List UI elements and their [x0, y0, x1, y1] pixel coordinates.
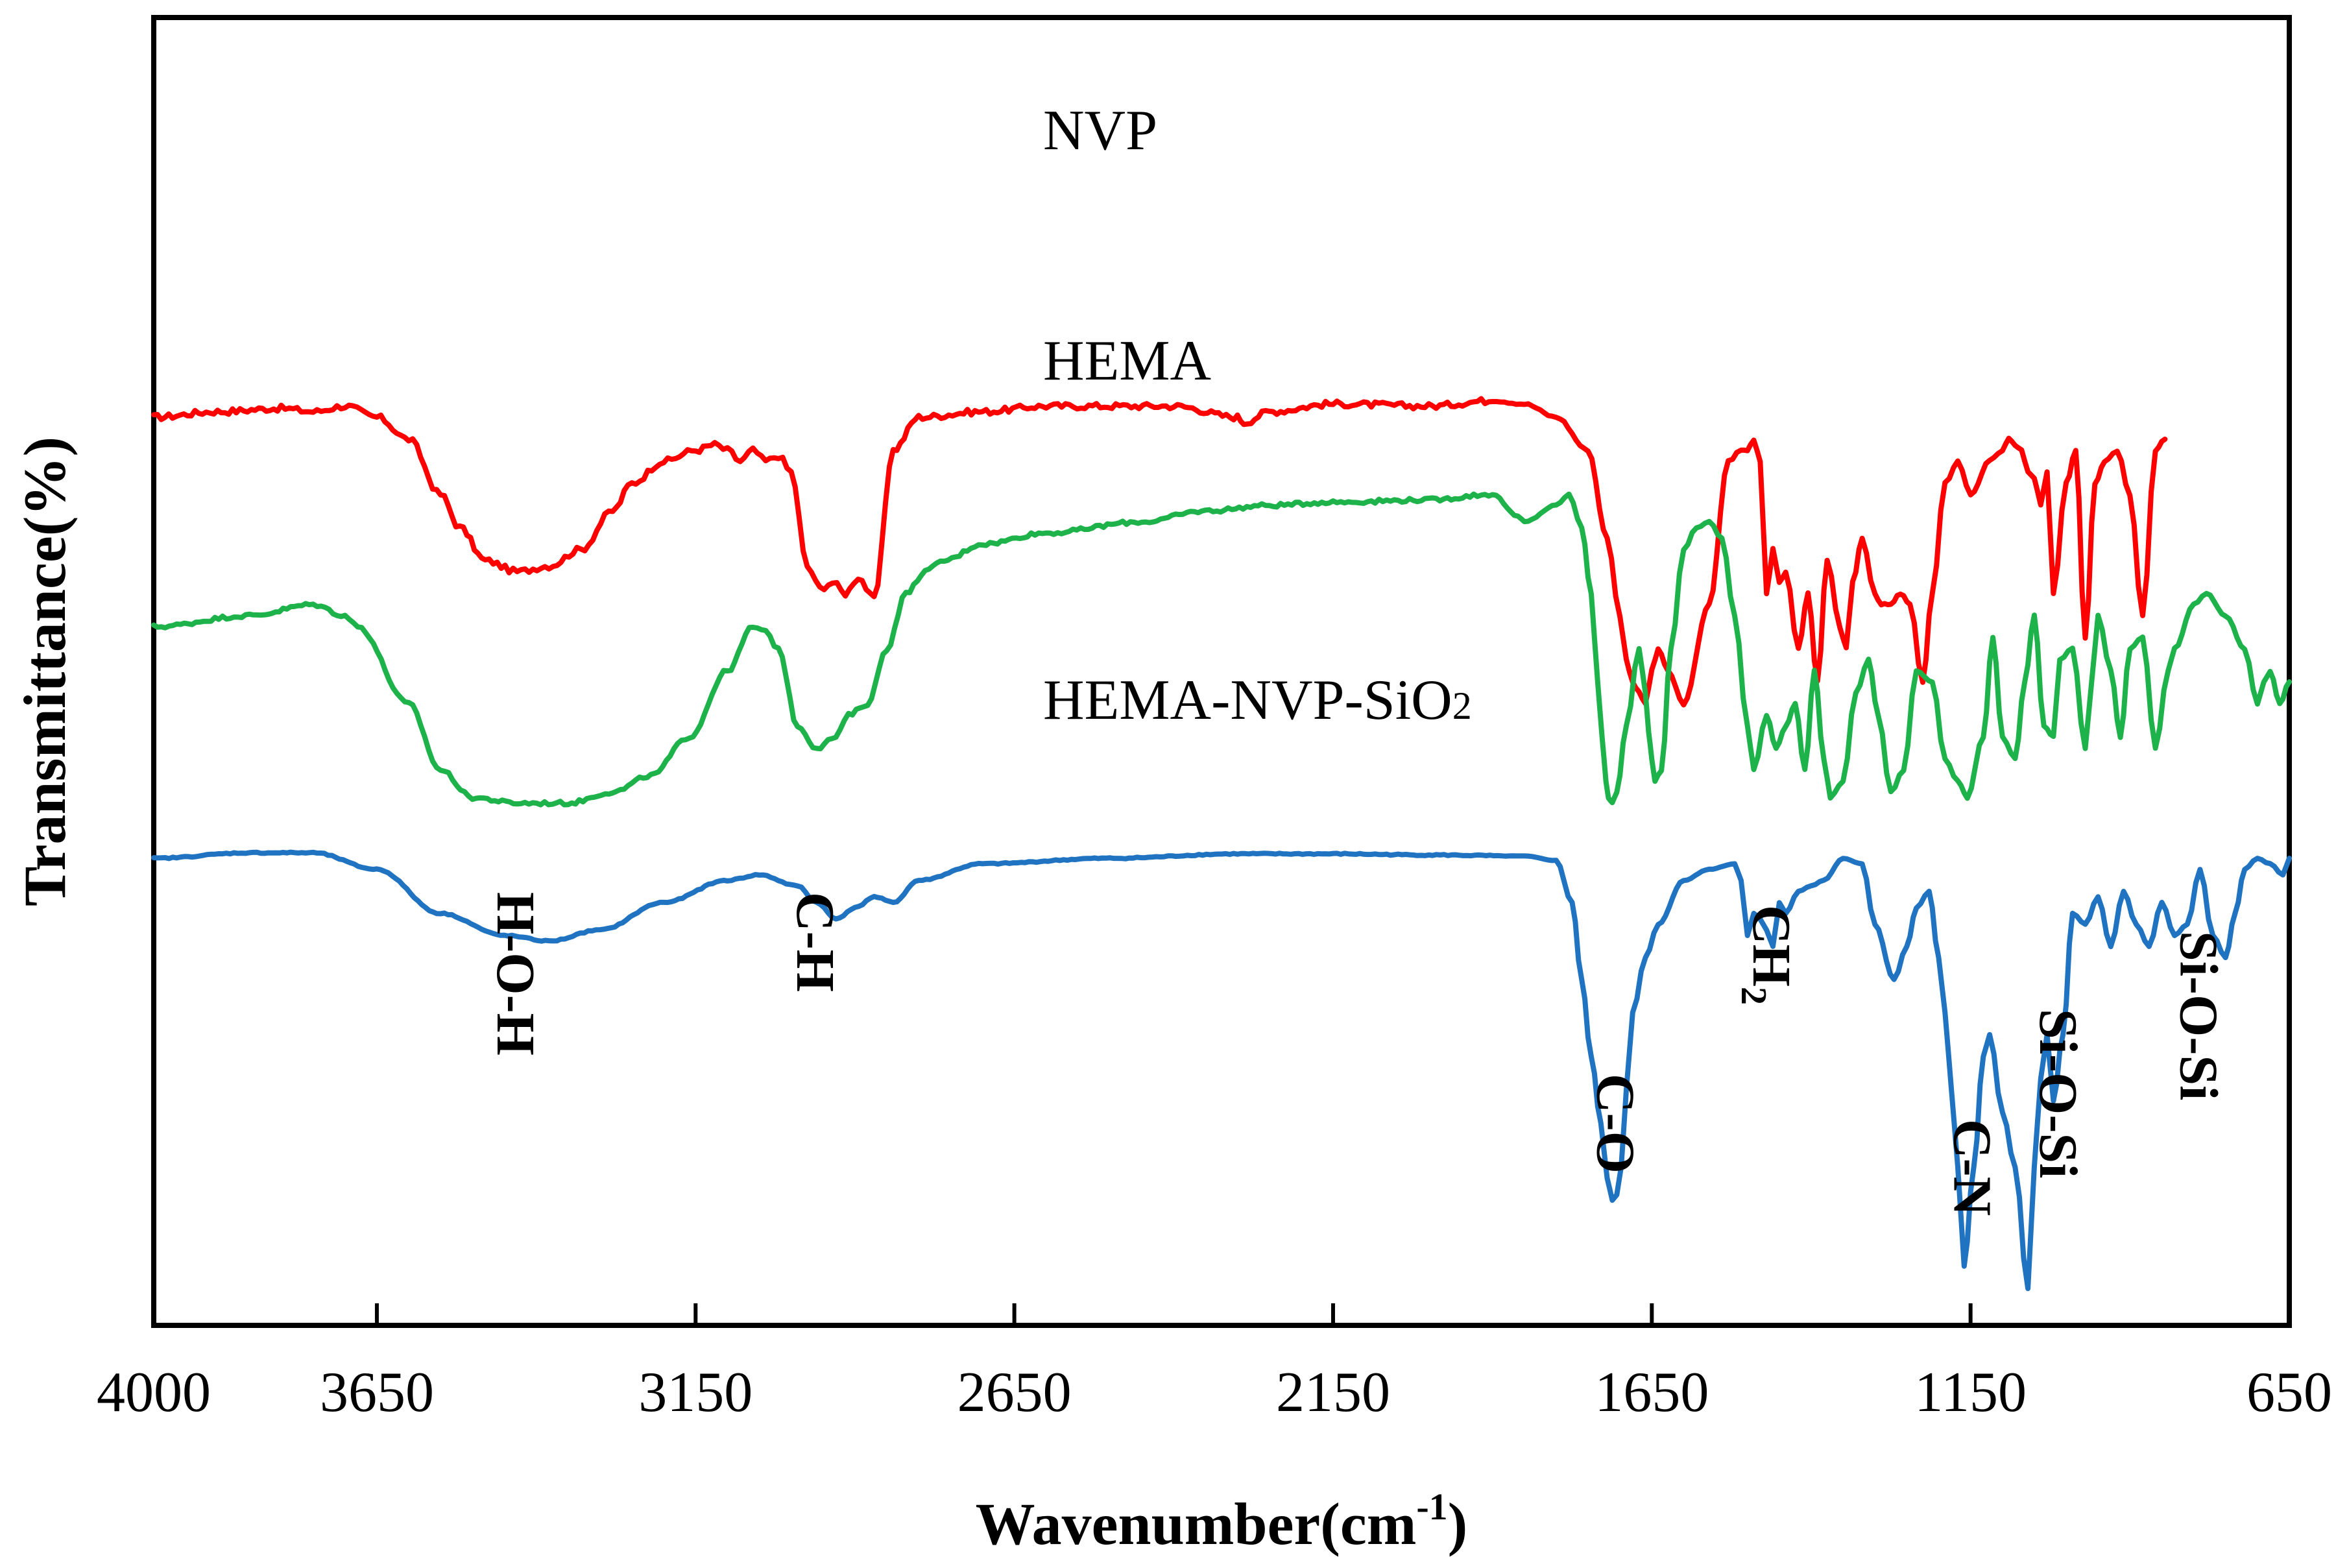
- annotation-si-o-si-6: Si-O-Si: [2168, 931, 2228, 1100]
- x-tick-label-3150: 3150: [638, 1361, 753, 1424]
- x-tick-label-1150: 1150: [1914, 1361, 2027, 1424]
- series-label-hema-nvp-sio2: HEMA-NVP-SiO2: [1043, 669, 1472, 732]
- series-label-hema: HEMA: [1043, 330, 1211, 392]
- x-axis-title-superscript: -1: [1416, 1486, 1447, 1528]
- series-line-hema-nvp-sio2: [151, 849, 2292, 1292]
- x-tick-label-3650: 3650: [320, 1361, 434, 1424]
- x-tick-label-2150: 2150: [1276, 1361, 1390, 1424]
- annotation-c-h-1: C-H: [785, 892, 845, 992]
- annotation-si-o-si-5: Si-O-Si: [2028, 1009, 2088, 1178]
- annotation-c-n-4: C-N: [1942, 1119, 2003, 1216]
- x-axis-title: Wavenumber(cm-1): [976, 1486, 1468, 1557]
- series-labels: NVP HEMA HEMA-NVP-SiO2: [1043, 99, 1472, 732]
- peak-annotations: H-O-H C-H C-O CH2 C-N Si-O-Si Si-O-Si: [485, 892, 2228, 1216]
- annotation-h-o-h-0: H-O-H: [485, 892, 546, 1055]
- x-tick-label-650: 650: [2246, 1361, 2332, 1424]
- annotation-ch2-3: CH2: [1733, 905, 1801, 1005]
- plot-frame: [151, 15, 2292, 1328]
- x-axis-title-end: ): [1448, 1491, 1468, 1557]
- series-line-nvp: [151, 396, 2168, 708]
- x-tick-label-1650: 1650: [1595, 1361, 1709, 1424]
- x-tick-label-2650: 2650: [957, 1361, 1072, 1424]
- x-tick-label-4000: 4000: [97, 1361, 211, 1424]
- annotation-c-o-2: C-O: [1585, 1074, 1645, 1174]
- x-ticks: [374, 1303, 1973, 1325]
- series-group: [151, 396, 2292, 1292]
- x-tick-labels: 4000 3650 3150 2650 2150 1650 1150 650: [97, 1361, 2332, 1424]
- series-label-nvp: NVP: [1043, 99, 1157, 162]
- y-axis-title: Transmittance(%): [12, 437, 78, 906]
- series-line-hema: [151, 491, 2292, 808]
